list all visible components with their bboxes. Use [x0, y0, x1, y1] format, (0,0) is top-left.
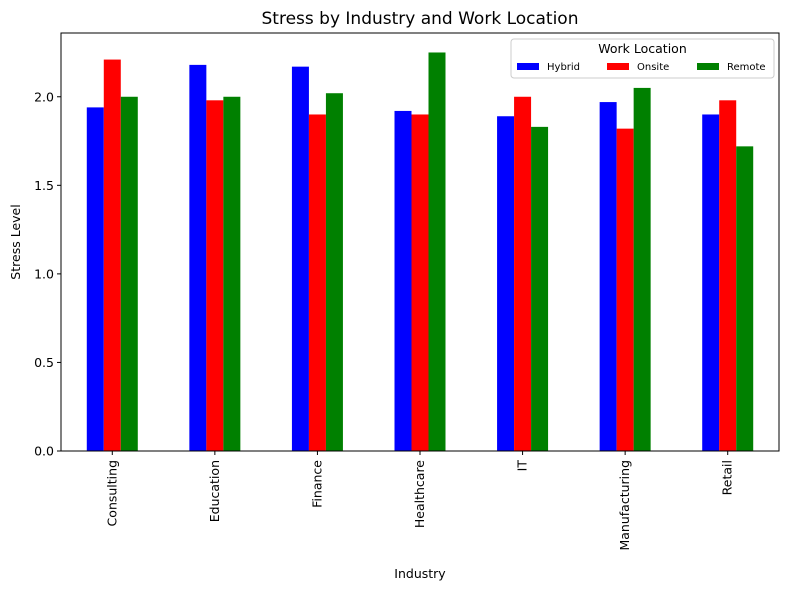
x-tick-label: Finance: [309, 460, 324, 508]
plot-frame: [60, 32, 780, 452]
legend-label-hybrid: Hybrid: [547, 62, 580, 73]
bar-healthcare-remote: [428, 52, 446, 451]
legend-swatch-hybrid: [517, 63, 539, 70]
x-tick-label: Healthcare: [412, 460, 427, 528]
bars-layer: [86, 52, 754, 452]
bar-finance-remote: [325, 93, 343, 451]
x-tick-label: IT: [515, 460, 530, 472]
bar-retail-onsite: [719, 100, 737, 451]
legend-swatch-remote: [697, 63, 719, 70]
x-tick-label: Manufacturing: [617, 460, 632, 551]
y-axis-label: Stress Level: [8, 204, 23, 279]
bar-education-hybrid: [189, 64, 207, 452]
bar-it-remote: [531, 126, 549, 452]
y-tick-label: 1.5: [34, 178, 54, 193]
bar-manufacturing-remote: [633, 87, 651, 452]
bar-healthcare-onsite: [411, 114, 429, 451]
bar-healthcare-hybrid: [394, 110, 412, 452]
x-tick-label: Retail: [720, 460, 735, 495]
legend-label-remote: Remote: [727, 62, 766, 73]
y-tick-label: 1.0: [34, 266, 54, 281]
y-tick-label: 0.5: [34, 355, 54, 370]
x-tick-label: Education: [207, 460, 222, 522]
bar-consulting-onsite: [103, 59, 121, 451]
legend-label-onsite: Onsite: [637, 62, 669, 73]
ticks-layer: Consulting Education Finance Healthcare IT Ma…: [34, 89, 735, 550]
bar-education-onsite: [206, 100, 224, 451]
bar-manufacturing-hybrid: [599, 102, 617, 452]
chart-title: Stress by Industry and Work Location: [262, 9, 579, 29]
bar-manufacturing-onsite: [616, 128, 634, 451]
bar-consulting-hybrid: [86, 107, 104, 451]
x-tick-label: Consulting: [104, 460, 119, 526]
bar-it-hybrid: [497, 116, 515, 452]
bar-finance-hybrid: [291, 66, 309, 452]
legend: Work Location Hybrid Onsite Remote: [510, 38, 775, 79]
bar-finance-onsite: [308, 114, 326, 451]
x-axis-label: Industry: [394, 566, 446, 581]
y-tick-label: 2.0: [34, 89, 54, 104]
legend-swatch-onsite: [607, 63, 629, 70]
bar-consulting-remote: [120, 96, 138, 452]
bar-retail-remote: [736, 146, 754, 451]
y-tick-label: 0.0: [34, 444, 54, 459]
bar-it-onsite: [514, 96, 532, 452]
bar-retail-hybrid: [702, 114, 720, 451]
bar-education-remote: [223, 96, 241, 452]
legend-title: Work Location: [598, 41, 687, 56]
